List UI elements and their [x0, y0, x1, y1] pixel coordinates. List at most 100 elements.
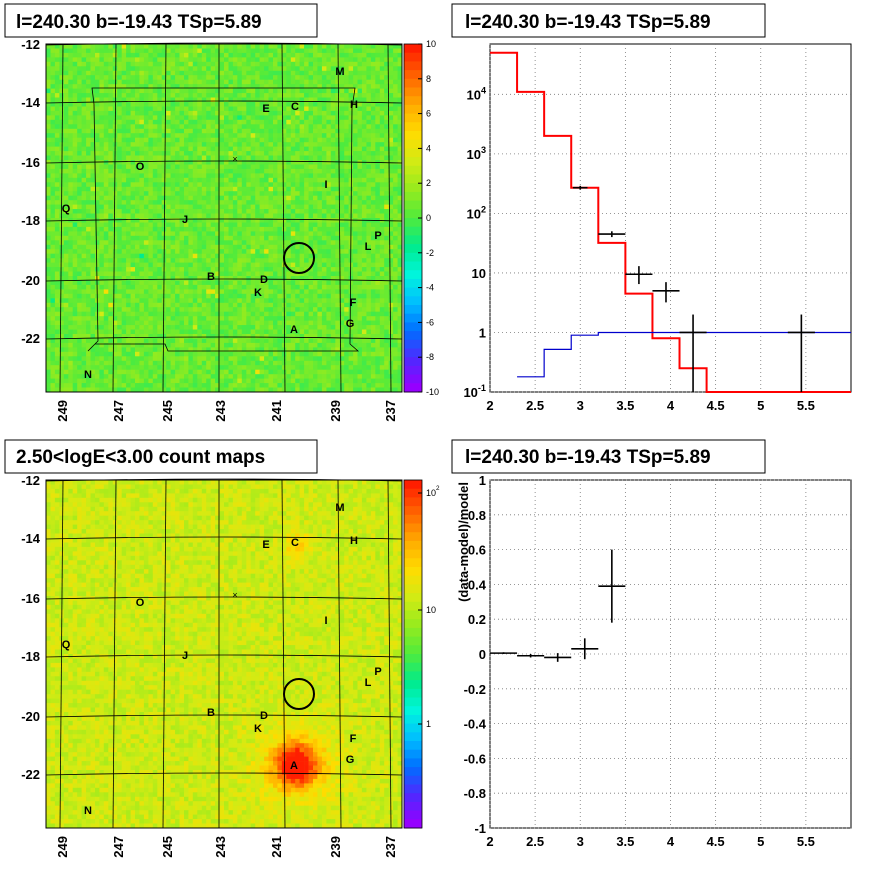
map-pixel: [219, 168, 225, 174]
map-pixel: [357, 124, 363, 130]
map-pixel: [63, 222, 69, 228]
map-pixel: [224, 97, 229, 103]
map-pixel: [95, 61, 100, 67]
map-pixel: [175, 204, 180, 210]
map-pixel: [268, 218, 274, 223]
map-pixel: [370, 133, 376, 138]
map-pixel: [335, 276, 341, 281]
map-pixel: [375, 115, 381, 121]
map-pixel: [210, 61, 216, 67]
map-pixel: [161, 320, 167, 326]
map-pixel: [170, 88, 176, 94]
map-pixel: [206, 191, 211, 196]
map-pixel: [50, 302, 56, 308]
map-pixel: [170, 244, 176, 250]
map-pixel: [321, 93, 327, 98]
map-pixel: [241, 244, 247, 250]
map-pixel: [379, 262, 385, 268]
map-pixel: [175, 164, 180, 170]
map-pixel: [397, 93, 403, 98]
map-pixel: [72, 52, 78, 58]
map-pixel: [135, 240, 140, 246]
map-pixel: [370, 155, 376, 161]
map-pixel: [299, 164, 305, 170]
map-pixel: [63, 302, 69, 308]
map-pixel: [232, 213, 238, 219]
map-pixel: [121, 88, 127, 94]
map-pixel: [357, 289, 363, 295]
map-pixel: [63, 177, 69, 183]
map-pixel: [206, 267, 211, 272]
map-pixel: [317, 307, 323, 312]
map-pixel: [188, 66, 194, 72]
map-pixel: [250, 222, 256, 228]
map-pixel: [166, 102, 171, 107]
map-pixel: [206, 160, 211, 165]
map-pixel: [304, 258, 309, 263]
map-pixel: [255, 173, 260, 179]
map-pixel: [268, 311, 274, 317]
map-pixel: [228, 289, 234, 295]
map-pixel: [59, 271, 65, 277]
map-pixel: [179, 177, 185, 183]
map-pixel: [210, 182, 216, 188]
map-pixel: [264, 258, 269, 263]
map-pixel: [184, 289, 189, 295]
map-pixel: [237, 235, 243, 241]
map-pixel: [108, 93, 114, 98]
map-pixel: [268, 182, 274, 188]
map-pixel: [255, 70, 260, 76]
map-pixel: [384, 267, 389, 272]
map-pixel: [246, 128, 252, 134]
map-pixel: [170, 316, 176, 321]
map-pixel: [197, 307, 203, 312]
map-pixel: [170, 240, 176, 246]
map-pixel: [246, 311, 252, 317]
map-pixel: [393, 110, 398, 116]
map-pixel: [250, 44, 256, 49]
map-pixel: [63, 200, 69, 205]
map-pixel: [246, 302, 252, 308]
map-pixel: [63, 226, 69, 232]
map-pixel: [63, 213, 69, 219]
map-pixel: [63, 186, 69, 192]
map-pixel: [317, 44, 323, 49]
map-pixel: [121, 271, 127, 277]
map-pixel: [224, 128, 229, 134]
map-pixel: [166, 79, 171, 85]
map-pixel: [268, 173, 274, 179]
map-pixel: [77, 48, 82, 54]
map-pixel: [246, 160, 252, 165]
map-pixel: [224, 75, 229, 80]
map-pixel: [95, 44, 100, 49]
map-pixel: [290, 293, 296, 299]
map-pixel: [126, 186, 131, 192]
map-pixel: [46, 61, 51, 67]
map-pixel: [188, 240, 194, 246]
map-pixel: [393, 280, 398, 286]
map-pixel: [152, 102, 158, 107]
map-pixel: [77, 316, 82, 321]
map-pixel: [219, 93, 225, 98]
map-pixel: [179, 155, 185, 161]
map-pixel: [99, 155, 105, 161]
map-pixel: [135, 182, 140, 188]
map-pixel: [228, 280, 234, 286]
map-pixel: [250, 249, 256, 254]
map-pixel: [126, 142, 131, 147]
map-pixel: [54, 93, 60, 98]
map-pixel: [99, 160, 105, 165]
map-pixel: [166, 253, 171, 259]
map-pixel: [54, 88, 60, 94]
map-pixel: [175, 209, 180, 214]
map-pixel: [313, 213, 318, 219]
map-pixel: [77, 289, 82, 295]
map-pixel: [326, 213, 332, 219]
map-pixel: [259, 289, 265, 295]
map-pixel: [46, 75, 51, 80]
map-pixel: [152, 258, 158, 263]
map-pixel: [317, 200, 323, 205]
map-pixel: [388, 146, 394, 152]
map-pixel: [50, 173, 56, 179]
map-pixel: [121, 200, 127, 205]
